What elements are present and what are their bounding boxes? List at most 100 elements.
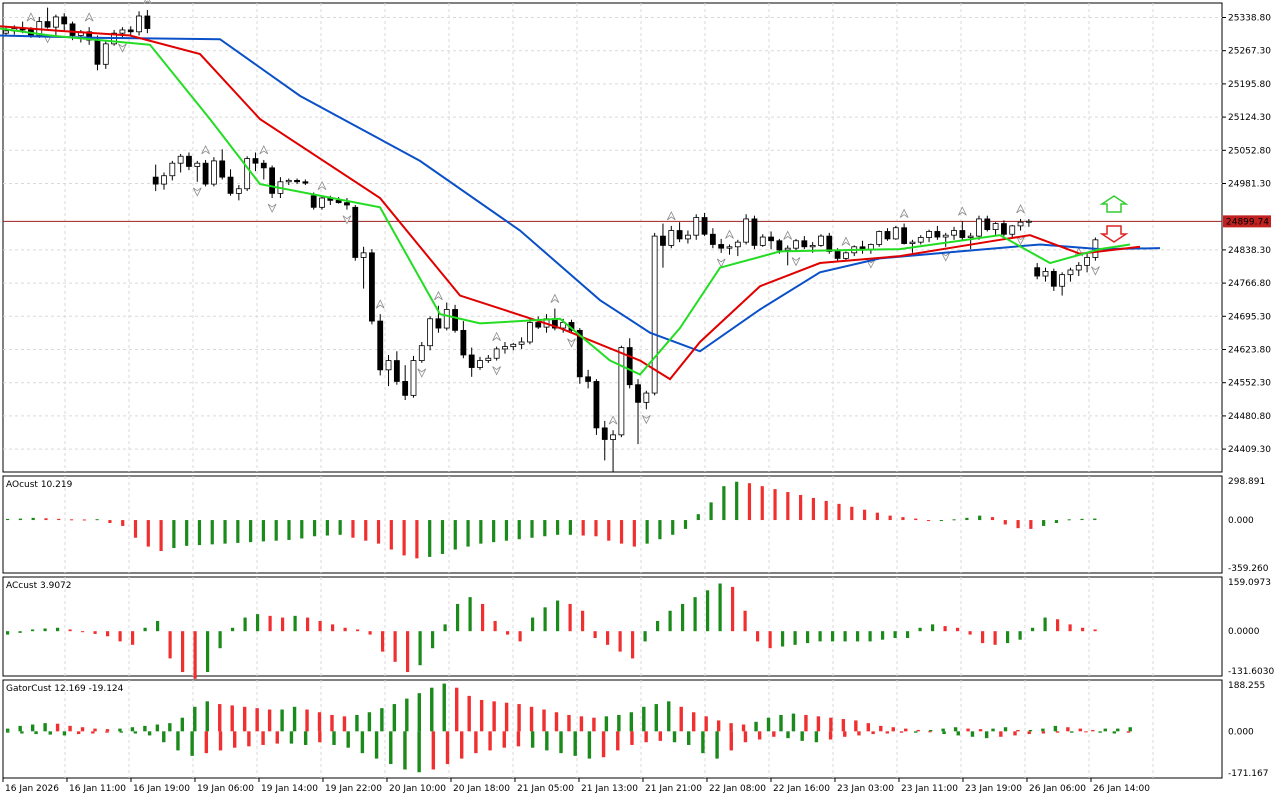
gator-upper-bar: [218, 704, 222, 732]
gator-lower-bar: [587, 731, 592, 759]
ac-panel-bar: [81, 631, 85, 633]
gator-lower-bar: [275, 731, 279, 744]
ao-panel-bar: [1080, 518, 1084, 521]
candle-body: [834, 251, 841, 259]
ao-panel-bar: [862, 509, 867, 521]
ao-panel-bar: [364, 520, 368, 541]
gator-lower-bar: [1084, 731, 1088, 733]
gator-lower-bar: [431, 731, 436, 770]
gator-lower-bar: [516, 731, 521, 747]
ac-panel-bar: [593, 631, 597, 638]
ac-panel-bar: [318, 620, 322, 632]
ac-panel-bar: [293, 615, 297, 632]
gator-lower-bar: [133, 731, 138, 734]
candle-body: [1084, 257, 1090, 266]
gator-lower-bar: [828, 731, 833, 740]
gator-upper-bar: [617, 714, 621, 732]
candle-body: [1034, 267, 1041, 277]
ao-panel-bar: [926, 520, 931, 522]
gator-lower-bar: [644, 731, 648, 743]
ac-panel-bars: [6, 583, 1097, 679]
gator-upper-bar: [230, 705, 234, 732]
ao-panel-bar: [18, 518, 22, 521]
ao-panel-bar: [440, 520, 445, 554]
ac-panel-min-label: -131.6030: [1228, 667, 1274, 677]
ac-panel-bar: [968, 631, 972, 635]
gator-upper-bar: [891, 727, 895, 732]
gator-lower-bar: [360, 731, 365, 754]
gator-lower-bar: [261, 731, 265, 745]
candle-body: [285, 179, 292, 183]
gator-upper-bar: [804, 714, 808, 732]
ao-panel-bar: [556, 520, 560, 535]
ao-panel-bar: [223, 520, 227, 544]
ac-panel-bar: [156, 620, 160, 632]
fractal-down-marker: [267, 203, 277, 213]
candle-body: [194, 162, 201, 167]
gator-upper-bar: [1066, 727, 1070, 732]
ao-panel-title: AOcust 10.219: [6, 480, 73, 490]
price-axis-label: 24838.30: [1228, 246, 1271, 256]
ac-panel-bar: [631, 631, 635, 659]
candle-body: [759, 236, 766, 246]
candle-body: [86, 31, 93, 41]
ac-panel-bar: [856, 631, 860, 642]
ao-panel-bar: [888, 515, 892, 521]
gator-upper-bar: [430, 687, 434, 732]
ao-panel-bar: [1054, 520, 1059, 523]
ac-panel-bar: [981, 631, 985, 644]
candle-body: [418, 345, 425, 361]
panel-frame-3: [2, 679, 1223, 779]
gator-upper-bar: [255, 708, 259, 732]
candle-body: [709, 233, 716, 245]
time-axis-label: 21 Jan 05:00: [517, 784, 574, 794]
ao-panel-bar: [709, 502, 713, 521]
ao-panel-bar: [952, 519, 956, 521]
ac-panel-bar: [493, 620, 497, 632]
ac-panel-bar: [206, 631, 210, 673]
ao-panel-zero-label: 0.000: [1228, 516, 1254, 526]
candle-body: [843, 252, 849, 259]
gator-lower-bar: [814, 731, 819, 743]
gator-panel-title: GatorCust 12.169 -19.124: [6, 684, 124, 694]
ac-panel-bar: [6, 631, 10, 635]
gator-lower-bar: [956, 731, 960, 736]
fractal-up-marker: [608, 415, 618, 425]
fractal-down-marker: [492, 366, 502, 376]
price-axis-label: 24981.30: [1228, 179, 1271, 189]
ao-panel-bar: [683, 520, 688, 529]
gator-upper-bar: [267, 709, 272, 732]
time-axis-label: 16 Jan 2026: [5, 784, 59, 794]
gator-lower-bar: [62, 731, 67, 736]
gator-lower-bar: [91, 731, 95, 734]
gator-lower-bar: [176, 731, 180, 751]
ao-panel-bar: [1042, 520, 1046, 526]
ac-panel-bar: [168, 631, 172, 659]
ao-panel-bar: [990, 517, 995, 521]
candle-body: [826, 235, 833, 252]
time-axis-label: 26 Jan 14:00: [1093, 784, 1150, 794]
candle-body: [427, 318, 434, 347]
time-axis-label: 23 Jan 11:00: [901, 784, 958, 794]
ac-panel-bar: [768, 631, 772, 649]
candle-body: [809, 244, 816, 248]
gator-lower-bar: [545, 731, 549, 751]
time-axis-label: 16 Jan 11:00: [69, 784, 126, 794]
candle-body: [951, 230, 957, 236]
fractal-up-marker: [259, 145, 269, 155]
current-price-label: 24899.74: [1226, 217, 1269, 227]
sell-signal-arrow-icon: [1099, 225, 1129, 243]
candle-body: [901, 227, 908, 244]
ac-panel-bar: [681, 603, 685, 632]
ao-panel-bar: [185, 520, 189, 546]
ao-panel-bar: [261, 520, 266, 542]
gator-upper-bar: [180, 717, 185, 732]
candle-body: [310, 195, 317, 208]
ao-panel-bar: [696, 514, 700, 521]
candle-body: [818, 235, 824, 246]
ac-panel-bar: [193, 631, 197, 679]
ao-panel-bar: [1067, 519, 1071, 521]
ac-panel-bar: [93, 631, 97, 634]
candle-body: [676, 230, 683, 240]
